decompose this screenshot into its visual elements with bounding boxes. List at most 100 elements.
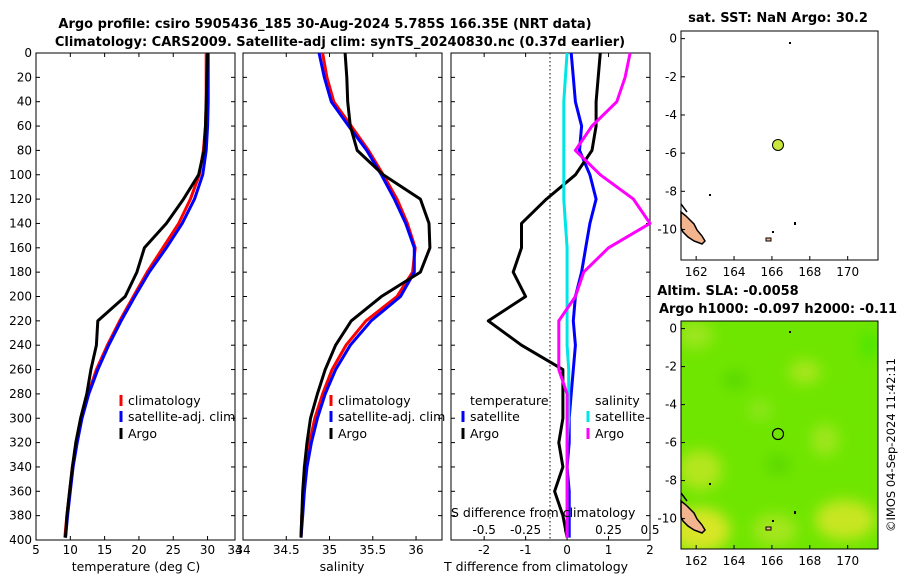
map-x-tick-label: 168 [798,554,821,568]
map-x-tick-label: 162 [685,554,708,568]
difference-panel: -2 -1 0 1 2-0.5 -0.25 0 0.25 0.5 S difference fr… [443,52,660,574]
sst-map-coastlines [680,42,796,245]
legend-title-temperature: temperature [470,393,549,408]
difference-legend-salinity: salinity satellite Argo [586,393,645,441]
map-y-tick-label: -8 [665,474,677,488]
x-tick-label: 0 [563,543,571,557]
sst-islet [789,42,791,44]
salinity-xlabel: salinity [320,559,365,574]
sst-islet [765,237,772,242]
temperature-ticks: 0 20 40 60 80 100 120 140 160 180 200 220 240 260 280 3… [9,46,243,557]
depth-tick-label: 20 [17,70,32,84]
map-y-tick-label: -10 [657,222,677,236]
map-x-tick-label: 164 [723,265,746,279]
difference-ticks: -2 -1 0 1 2-0.5 -0.25 0 0.25 0.5 [451,52,660,557]
depth-tick-label: 160 [9,241,32,255]
sla-map-coastlines [680,331,796,534]
depth-tick-label: 140 [9,216,32,230]
sla-blob [753,514,797,546]
map-x-tick-label: 170 [836,554,859,568]
depth-tick-label: 180 [9,265,32,279]
argo-float-marker [772,139,784,151]
s-tick-label: -0.25 [510,523,541,537]
map-x-tick-label: 162 [685,265,708,279]
map-y-tick-label: -8 [665,184,677,198]
sst-land-island [680,210,706,245]
map-y-tick-label: -6 [665,146,677,160]
x-tick-label: 34.5 [273,543,300,557]
legend-label-climatology: climatology [128,393,201,408]
x-tick-label: 10 [63,543,78,557]
s-tick-label: -0.5 [472,523,495,537]
x-tick-label: 20 [131,543,146,557]
x-tick-label: 34 [227,543,242,557]
map-y-tick-label: -4 [665,108,677,122]
sla-blob [681,321,713,349]
depth-tick-label: 80 [17,143,32,157]
map-y-tick-label: -4 [665,398,677,412]
sst-coast-fragment [680,203,688,213]
sla-blob [860,331,878,359]
salinity-ticks: 34 34.5 35 35.5 36 [235,52,442,557]
legend-label-temp-satellite: satellite [470,409,520,424]
sst-map-title: sat. SST: NaN Argo: 30.2 [688,11,868,26]
x-tick-label: 35.5 [359,543,386,557]
legend-label-sal-argo: Argo [595,426,624,441]
sla-map-frame [680,320,879,550]
x-tick-label: 30 [200,543,215,557]
salinity-panel: 34 34.5 35 35.5 36 salinity climatology sate… [235,52,445,574]
sst-islet [709,194,711,196]
depth-tick-label: 220 [9,314,32,328]
temperature-panel: 0 20 40 60 80 100 120 140 160 180 200 220 240 260 280 3… [9,46,243,574]
salinity-legend: climatology satellite-adj. clim Argo [329,393,445,441]
figure-title-line1: Argo profile: csiro 5905436_185 30-Aug-2… [58,17,591,32]
x-tick-label: 36 [408,543,423,557]
series-line-argo [64,52,210,538]
sla-blob [681,450,722,490]
sla-blob [748,400,772,420]
map-x-tick-label: 170 [836,265,859,279]
temperature-difference-xlabel: T difference from climatology [443,559,629,574]
legend-label-argo: Argo [128,426,157,441]
figure-title-line2: Climatology: CARS2009. Satellite-adj cli… [55,35,625,50]
map-y-tick-label: -2 [665,360,677,374]
sst-map-ticks: 162 164 166 168 170 0 -2 -4 -6 -8 -10 [657,32,859,279]
sla-blob [723,370,747,390]
depth-tick-label: 300 [9,411,32,425]
argo-float-marker [771,427,785,441]
legend-label-argo: Argo [338,426,367,441]
legend-label-climatology: climatology [338,393,411,408]
depth-tick-label: 200 [9,290,32,304]
map-x-tick-label: 166 [760,554,783,568]
temperature-lines [63,52,210,538]
depth-tick-label: 60 [17,119,32,133]
sla-map-title-1: Altim. SLA: -0.0058 [657,284,798,299]
x-tick-label: 15 [97,543,112,557]
difference-lines [486,52,652,538]
sla-islet [709,483,711,485]
legend-label-temp-argo: Argo [470,426,499,441]
sst-islet [794,222,796,225]
depth-tick-label: 400 [9,533,32,547]
sla-islet [789,331,791,333]
salinity-lines [299,52,432,538]
salinity-axes-box [242,52,443,541]
map-x-tick-label: 164 [723,554,746,568]
sla-islet [794,511,796,514]
sla-map: Altim. SLA: -0.0058 Argo h1000: -0.097 h… [657,284,897,568]
map-x-tick-label: 166 [760,265,783,279]
depth-tick-label: 120 [9,192,32,206]
sla-blob [789,360,821,384]
depth-tick-label: 280 [9,387,32,401]
x-tick-label: 1 [605,543,613,557]
x-tick-label: 25 [166,543,181,557]
series-line-satellite [299,52,416,538]
x-tick-label: -1 [520,543,532,557]
depth-tick-label: 320 [9,436,32,450]
series-line-climatology [299,52,417,538]
series-line-satellite [64,53,210,538]
series-line-argo [299,52,432,538]
temperature-xlabel: temperature (deg C) [72,559,201,574]
x-tick-label: 35 [322,543,337,557]
